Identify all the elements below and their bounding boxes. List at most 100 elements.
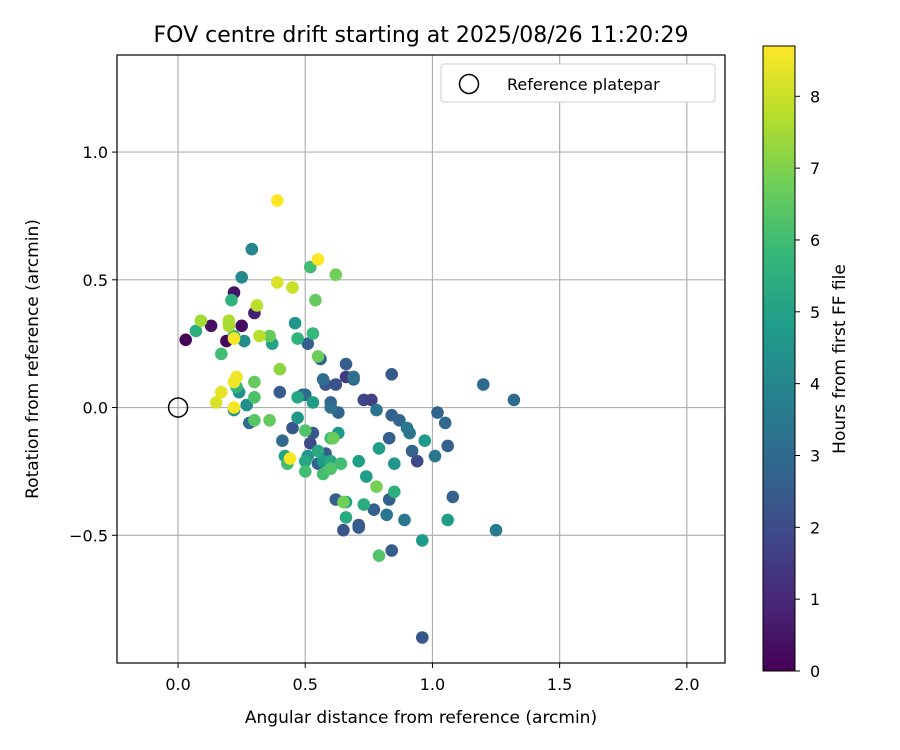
legend-box bbox=[440, 63, 716, 103]
scatter-point bbox=[489, 523, 503, 537]
legend-label: Reference platepar bbox=[507, 75, 660, 94]
scatter-point bbox=[209, 396, 223, 409]
scatter-point bbox=[347, 370, 360, 384]
y-axis-ticks: −0.5 0.0 0.5 1.0 bbox=[69, 143, 117, 545]
scatter-point bbox=[311, 253, 325, 266]
x-tick-label: 0.5 bbox=[293, 675, 318, 694]
scatter-point bbox=[398, 513, 411, 527]
scatter-point bbox=[222, 319, 236, 333]
reference-platepar-marker bbox=[167, 397, 189, 418]
scatter-point bbox=[250, 299, 264, 312]
scatter-point bbox=[367, 503, 381, 516]
scatter-point bbox=[304, 260, 317, 274]
scatter-point bbox=[304, 437, 317, 450]
scatter-point bbox=[299, 465, 312, 478]
scatter-point bbox=[431, 406, 444, 419]
scatter-point bbox=[372, 442, 386, 455]
scatter-point bbox=[324, 401, 338, 414]
scatter-point bbox=[446, 490, 460, 504]
scatter-point bbox=[385, 544, 399, 557]
scatter-point bbox=[403, 426, 416, 440]
colorbar-tick-label: 7 bbox=[810, 159, 820, 178]
scatter-point bbox=[271, 276, 284, 289]
scatter-point bbox=[441, 513, 455, 527]
y-axis-label: Rotation from reference (arcmin) bbox=[23, 219, 43, 499]
scatter-point bbox=[337, 495, 350, 509]
scatter-point bbox=[286, 281, 299, 294]
scatter-point bbox=[215, 347, 228, 361]
scatter-point bbox=[273, 385, 287, 399]
scatter-points bbox=[179, 194, 521, 644]
scatter-point bbox=[309, 293, 322, 307]
plot-frame bbox=[116, 54, 726, 664]
scatter-point bbox=[248, 414, 261, 427]
scatter-point bbox=[286, 421, 299, 435]
scatter-point bbox=[329, 378, 343, 391]
scatter-point bbox=[311, 444, 325, 458]
y-tick-label: −0.5 bbox=[69, 526, 108, 545]
scatter-point bbox=[438, 416, 452, 430]
scatter-point bbox=[301, 337, 315, 351]
scatter-point bbox=[477, 378, 490, 391]
scatter-point bbox=[263, 329, 276, 343]
scatter-point bbox=[370, 403, 383, 417]
x-tick-label: 0.0 bbox=[165, 675, 190, 694]
scatter-point bbox=[418, 434, 432, 448]
scatter-point bbox=[507, 393, 521, 407]
x-tick-label: 2.0 bbox=[674, 675, 699, 694]
scatter-point bbox=[237, 334, 251, 348]
scatter-point bbox=[215, 385, 228, 399]
scatter-point bbox=[204, 319, 218, 333]
scatter-point bbox=[324, 462, 338, 476]
scatter-point bbox=[235, 271, 248, 284]
plot-area bbox=[117, 55, 725, 663]
scatter-point bbox=[248, 375, 261, 389]
x-tick-label: 1.5 bbox=[547, 675, 572, 694]
scatter-point bbox=[380, 508, 394, 522]
scatter-point bbox=[288, 316, 302, 330]
scatter-point bbox=[291, 391, 304, 404]
scatter-point bbox=[263, 414, 276, 427]
chart-title: FOV centre drift starting at 2025/08/26 … bbox=[154, 23, 689, 48]
scatter-point bbox=[227, 332, 241, 345]
scatter-point bbox=[311, 350, 325, 363]
scatter-point bbox=[385, 368, 399, 381]
scatter-point bbox=[441, 439, 455, 453]
reference-marker-layer bbox=[167, 397, 189, 418]
scatter-point bbox=[194, 314, 208, 328]
scatter-point bbox=[189, 324, 203, 338]
scatter-point bbox=[388, 457, 401, 471]
scatter-point bbox=[306, 327, 320, 340]
scatter-point bbox=[248, 391, 261, 404]
scatter-point bbox=[334, 457, 348, 471]
x-axis-label: Angular distance from reference (arcmin) bbox=[245, 708, 597, 728]
colorbar-tick-label: 6 bbox=[810, 231, 820, 250]
colorbar-tick-label: 1 bbox=[810, 590, 820, 609]
scatter-point bbox=[225, 293, 238, 307]
scatter-point bbox=[339, 357, 353, 371]
colorbar-ticks: 0 1 2 3 4 5 6 7 8 bbox=[795, 87, 820, 681]
scatter-point bbox=[410, 454, 424, 468]
scatter-point bbox=[393, 414, 406, 427]
scatter-point bbox=[291, 411, 304, 425]
colorbar-tick-label: 2 bbox=[810, 518, 820, 537]
colorbar-tick-label: 8 bbox=[810, 87, 820, 106]
scatter-point bbox=[230, 370, 243, 384]
scatter-point bbox=[235, 319, 248, 333]
scatter-point bbox=[337, 523, 350, 537]
scatter-point bbox=[352, 521, 366, 534]
scatter-point bbox=[428, 449, 442, 463]
legend-marker-open-circle bbox=[458, 73, 480, 95]
scatter-point bbox=[339, 511, 353, 524]
colorbar-tick-label: 4 bbox=[810, 375, 820, 394]
scatter-point bbox=[240, 398, 253, 412]
y-tick-label: 1.0 bbox=[83, 143, 108, 162]
scatter-point bbox=[273, 362, 287, 376]
y-tick-label: 0.5 bbox=[83, 271, 108, 290]
scatter-point bbox=[299, 454, 312, 468]
scatter-point bbox=[388, 485, 401, 499]
colorbar-tick-label: 5 bbox=[810, 303, 820, 322]
scatter-point bbox=[253, 329, 266, 343]
x-tick-label: 1.0 bbox=[420, 675, 445, 694]
